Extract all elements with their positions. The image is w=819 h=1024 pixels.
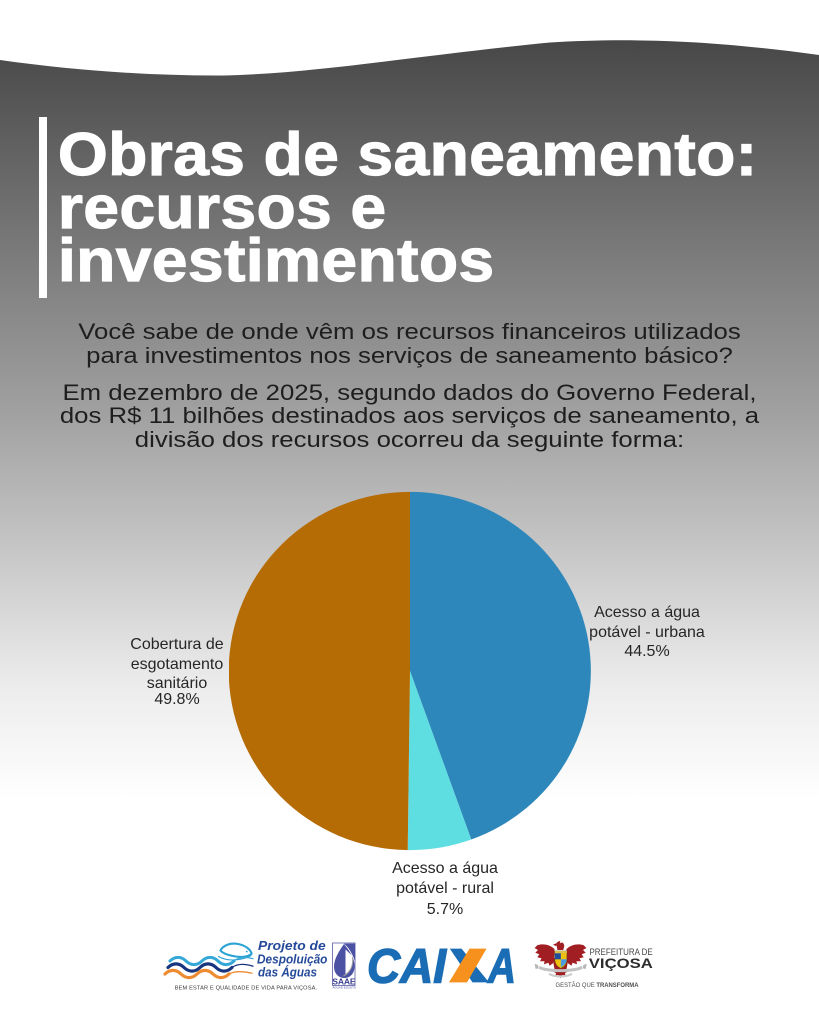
svg-text:VIÇOSA: VIÇOSA [589, 956, 653, 972]
svg-text:A: A [487, 939, 516, 993]
svg-text:Despoluição: Despoluição [257, 952, 327, 967]
svg-text:Projeto de: Projeto de [258, 938, 326, 953]
svg-text:GESTÃO QUE TRANSFORMA: GESTÃO QUE TRANSFORMA [556, 982, 640, 989]
svg-text:BEM ESTAR E QUALIDADE DE VIDA: BEM ESTAR E QUALIDADE DE VIDA PARA VIÇOS… [175, 985, 318, 991]
svg-text:CAI: CAI [367, 938, 447, 992]
svg-text:PREFEITURA DE: PREFEITURA DE [590, 947, 653, 957]
svg-text:ÁGUA E ESGOTO: ÁGUA E ESGOTO [333, 985, 357, 989]
svg-text:das Águas: das Águas [258, 965, 317, 980]
svg-text:SAAE: SAAE [332, 976, 356, 986]
